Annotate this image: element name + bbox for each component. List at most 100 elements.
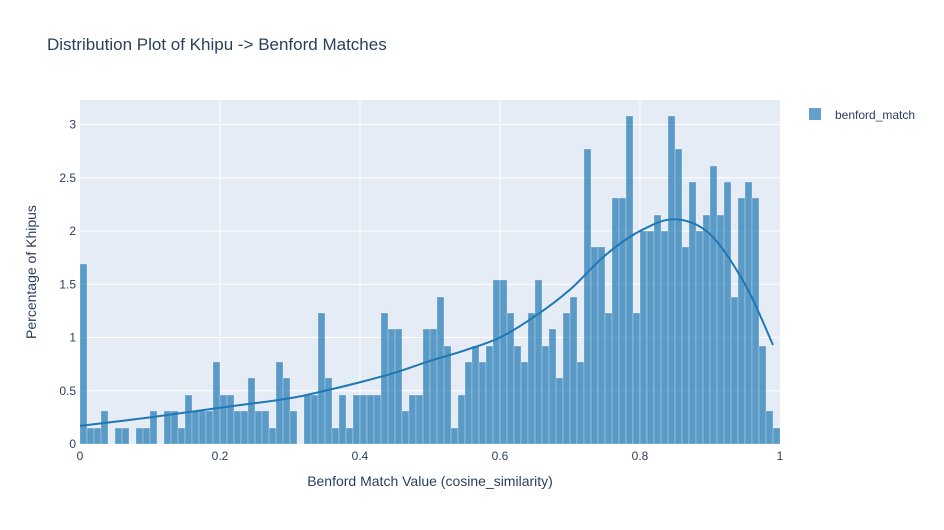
histogram-bar[interactable] <box>478 361 487 445</box>
histogram-bar[interactable] <box>345 427 354 445</box>
histogram-bar[interactable] <box>422 328 431 445</box>
histogram-bar[interactable] <box>268 427 277 445</box>
histogram-bar[interactable] <box>765 410 774 445</box>
histogram-bar[interactable] <box>310 394 319 445</box>
histogram-bar[interactable] <box>723 181 732 445</box>
histogram-bar[interactable] <box>198 410 207 445</box>
histogram-bar[interactable] <box>667 115 676 445</box>
histogram-bar[interactable] <box>254 410 263 445</box>
histogram-bar[interactable] <box>618 197 627 445</box>
histogram-bar[interactable] <box>695 230 704 445</box>
histogram-bar[interactable] <box>737 197 746 445</box>
histogram-bar[interactable] <box>373 394 382 445</box>
y-tick-label: 2 <box>69 224 76 238</box>
histogram-bar[interactable] <box>604 312 613 445</box>
histogram-bar[interactable] <box>520 361 529 445</box>
histogram-bar[interactable] <box>534 279 543 445</box>
histogram-bar[interactable] <box>135 427 144 445</box>
histogram-bar[interactable] <box>338 394 347 445</box>
histogram-bar[interactable] <box>303 394 312 445</box>
histogram-bar[interactable] <box>730 296 739 445</box>
histogram-bar[interactable] <box>247 377 256 445</box>
histogram-bar[interactable] <box>149 410 158 445</box>
histogram-bar[interactable] <box>261 410 270 445</box>
histogram-bar[interactable] <box>443 345 452 445</box>
histogram-bar[interactable] <box>625 115 634 445</box>
histogram-bar[interactable] <box>170 410 179 445</box>
histogram-bar[interactable] <box>366 394 375 445</box>
histogram-bar[interactable] <box>527 312 536 445</box>
histogram-bar[interactable] <box>331 427 340 445</box>
histogram-bar[interactable] <box>324 377 333 445</box>
histogram-bar[interactable] <box>275 361 284 445</box>
histogram-bar[interactable] <box>632 312 641 445</box>
histogram-bar[interactable] <box>289 410 298 445</box>
histogram-bar[interactable] <box>240 410 249 445</box>
histogram-bar[interactable] <box>79 263 88 445</box>
kde-curve <box>79 218 774 427</box>
histogram-bar[interactable] <box>191 410 200 445</box>
histogram-bar[interactable] <box>492 279 501 445</box>
histogram-bar[interactable] <box>184 394 193 445</box>
y-tick-label: 0 <box>69 437 76 451</box>
histogram-bar[interactable] <box>548 328 557 445</box>
histogram-bar[interactable] <box>744 181 753 445</box>
histogram-bar[interactable] <box>114 427 123 445</box>
histogram-bar[interactable] <box>562 312 571 445</box>
histogram-bar[interactable] <box>436 296 445 445</box>
histogram-bar[interactable] <box>681 246 690 445</box>
histogram-bar[interactable] <box>464 361 473 445</box>
histogram-bar[interactable] <box>639 230 648 445</box>
histogram-bar[interactable] <box>142 427 151 445</box>
histogram-bar[interactable] <box>576 361 585 445</box>
histogram-bar[interactable] <box>352 394 361 445</box>
histogram-bar[interactable] <box>408 394 417 445</box>
histogram-bar[interactable] <box>702 214 711 445</box>
histogram-bar[interactable] <box>317 312 326 445</box>
histogram-bar[interactable] <box>653 214 662 445</box>
histogram-bar[interactable] <box>401 410 410 445</box>
histogram-bar[interactable] <box>485 345 494 445</box>
histogram-bar[interactable] <box>541 345 550 445</box>
legend-swatch <box>809 108 821 120</box>
histogram-bar[interactable] <box>555 377 564 445</box>
histogram-bars <box>79 115 781 445</box>
histogram-bar[interactable] <box>569 296 578 445</box>
histogram-bar[interactable] <box>219 394 228 445</box>
histogram-bar[interactable] <box>751 197 760 445</box>
y-tick-label: 2.5 <box>59 171 76 185</box>
histogram-bar[interactable] <box>212 361 221 445</box>
histogram-bar[interactable] <box>415 394 424 445</box>
histogram-bar[interactable] <box>590 246 599 445</box>
histogram-bar[interactable] <box>450 427 459 445</box>
histogram-bar[interactable] <box>674 148 683 445</box>
histogram-bar[interactable] <box>359 394 368 445</box>
histogram-bar[interactable] <box>758 345 767 445</box>
legend[interactable]: benford_match <box>809 108 915 122</box>
histogram-bar[interactable] <box>394 328 403 445</box>
histogram-bar[interactable] <box>93 427 102 445</box>
histogram-bar[interactable] <box>226 394 235 445</box>
histogram-bar[interactable] <box>100 410 109 445</box>
histogram-bar[interactable] <box>233 410 242 445</box>
histogram-bar[interactable] <box>583 148 592 445</box>
histogram-bar[interactable] <box>380 312 389 445</box>
histogram-bar[interactable] <box>429 328 438 445</box>
histogram-bar[interactable] <box>597 246 606 445</box>
histogram-bar[interactable] <box>709 165 718 445</box>
histogram-bar[interactable] <box>499 279 508 445</box>
histogram-bar[interactable] <box>86 427 95 445</box>
histogram-bar[interactable] <box>205 410 214 445</box>
histogram-bar[interactable] <box>471 345 480 445</box>
histogram-bar[interactable] <box>282 377 291 445</box>
histogram-bar[interactable] <box>457 394 466 445</box>
histogram-bar[interactable] <box>513 345 522 445</box>
histogram-bar[interactable] <box>772 427 781 445</box>
histogram-bar[interactable] <box>611 197 620 445</box>
y-tick-label: 3 <box>69 118 76 132</box>
histogram-bar[interactable] <box>121 427 130 445</box>
histogram-bar[interactable] <box>177 427 186 445</box>
histogram-bar[interactable] <box>646 230 655 445</box>
histogram-bar[interactable] <box>660 230 669 445</box>
histogram-bar[interactable] <box>387 328 396 445</box>
